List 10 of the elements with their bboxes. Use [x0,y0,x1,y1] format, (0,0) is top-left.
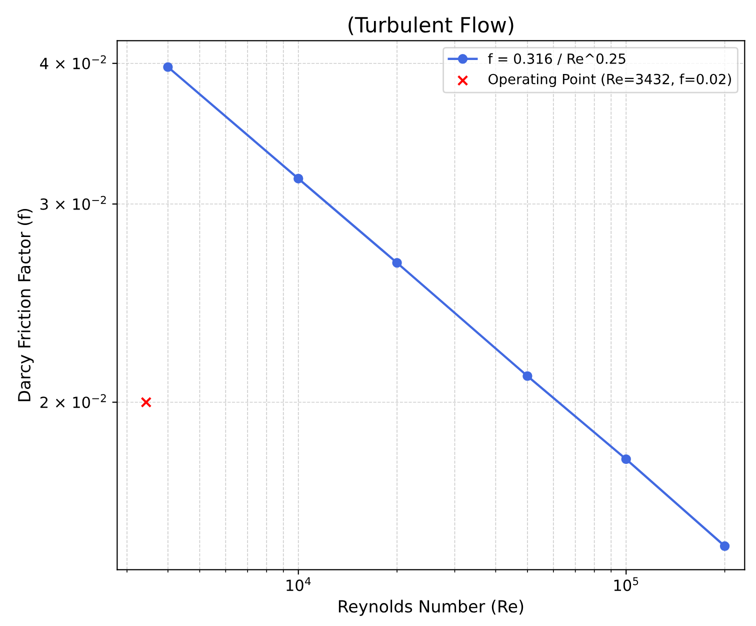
x-tick-label: 10$^{4}$ [286,577,311,592]
y-tick-label: 3 × 10$^{−2}$ [40,196,106,210]
x-axis-title: Reynolds Number (Re) [338,600,524,616]
y-axis-title: Darcy Friction Factor (f) [18,208,34,402]
y-tick-label: 4 × 10$^{−2}$ [40,55,106,70]
legend-label: f = 0.316 / Re^0.25 [488,53,626,66]
x-tick-label: 10$^{5}$ [614,577,638,592]
legend-label: Operating Point (Re=3432, f=0.02) [488,74,731,88]
y-tick-label: 2 × 10$^{−2}$ [40,394,106,408]
chart-title: (Turbulent Flow) [348,16,514,36]
